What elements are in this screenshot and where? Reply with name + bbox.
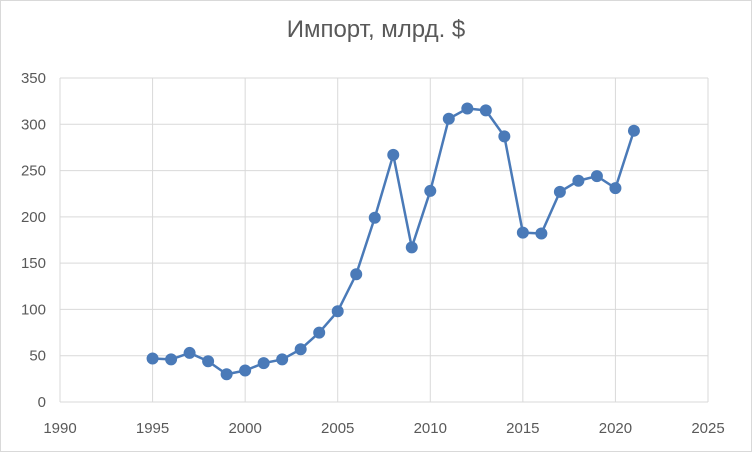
y-tick-label: 100 (21, 301, 46, 318)
data-point (572, 174, 585, 187)
gridlines (59, 77, 709, 403)
data-point (165, 353, 178, 366)
x-tick-label: 2025 (691, 420, 724, 437)
data-point (294, 343, 307, 356)
y-tick-label: 250 (21, 163, 46, 180)
data-point (424, 184, 437, 197)
y-tick-label: 50 (29, 348, 46, 365)
x-tick-label: 2000 (228, 420, 261, 437)
x-tick-label: 2010 (414, 420, 447, 437)
data-point (461, 102, 474, 115)
data-point (331, 305, 344, 318)
data-point (239, 364, 252, 377)
tick-labels: 0 50 100 150 200 250 300 350 1990 1995 2000 2005 201… (21, 70, 725, 437)
data-point (350, 268, 363, 281)
y-tick-label: 200 (21, 209, 46, 226)
data-point (387, 148, 400, 161)
data-point (590, 170, 603, 183)
data-point (609, 182, 622, 195)
data-point (368, 211, 381, 224)
data-point (146, 352, 159, 365)
x-tick-label: 1990 (43, 420, 76, 437)
data-point (516, 226, 529, 239)
x-tick-label: 2020 (599, 420, 632, 437)
data-point (257, 357, 270, 370)
y-tick-label: 0 (38, 394, 46, 411)
data-point (442, 112, 455, 125)
x-tick-label: 1995 (136, 420, 169, 437)
y-tick-label: 300 (21, 116, 46, 133)
data-point (627, 124, 640, 137)
data-point (183, 346, 196, 359)
data-point (553, 185, 566, 198)
data-point (535, 227, 548, 240)
series-line (152, 107, 636, 376)
data-point (220, 368, 233, 381)
x-tick-label: 2015 (506, 420, 539, 437)
data-point (202, 355, 215, 368)
y-tick-label: 350 (21, 70, 46, 87)
data-point (276, 353, 289, 366)
data-point (498, 130, 511, 143)
x-tick-label: 2005 (321, 420, 354, 437)
y-tick-label: 150 (21, 255, 46, 272)
data-point (313, 326, 326, 339)
data-point (405, 241, 418, 254)
chart-title: Импорт, млрд. $ (286, 16, 466, 43)
series-import (146, 102, 640, 381)
data-point (479, 104, 492, 117)
